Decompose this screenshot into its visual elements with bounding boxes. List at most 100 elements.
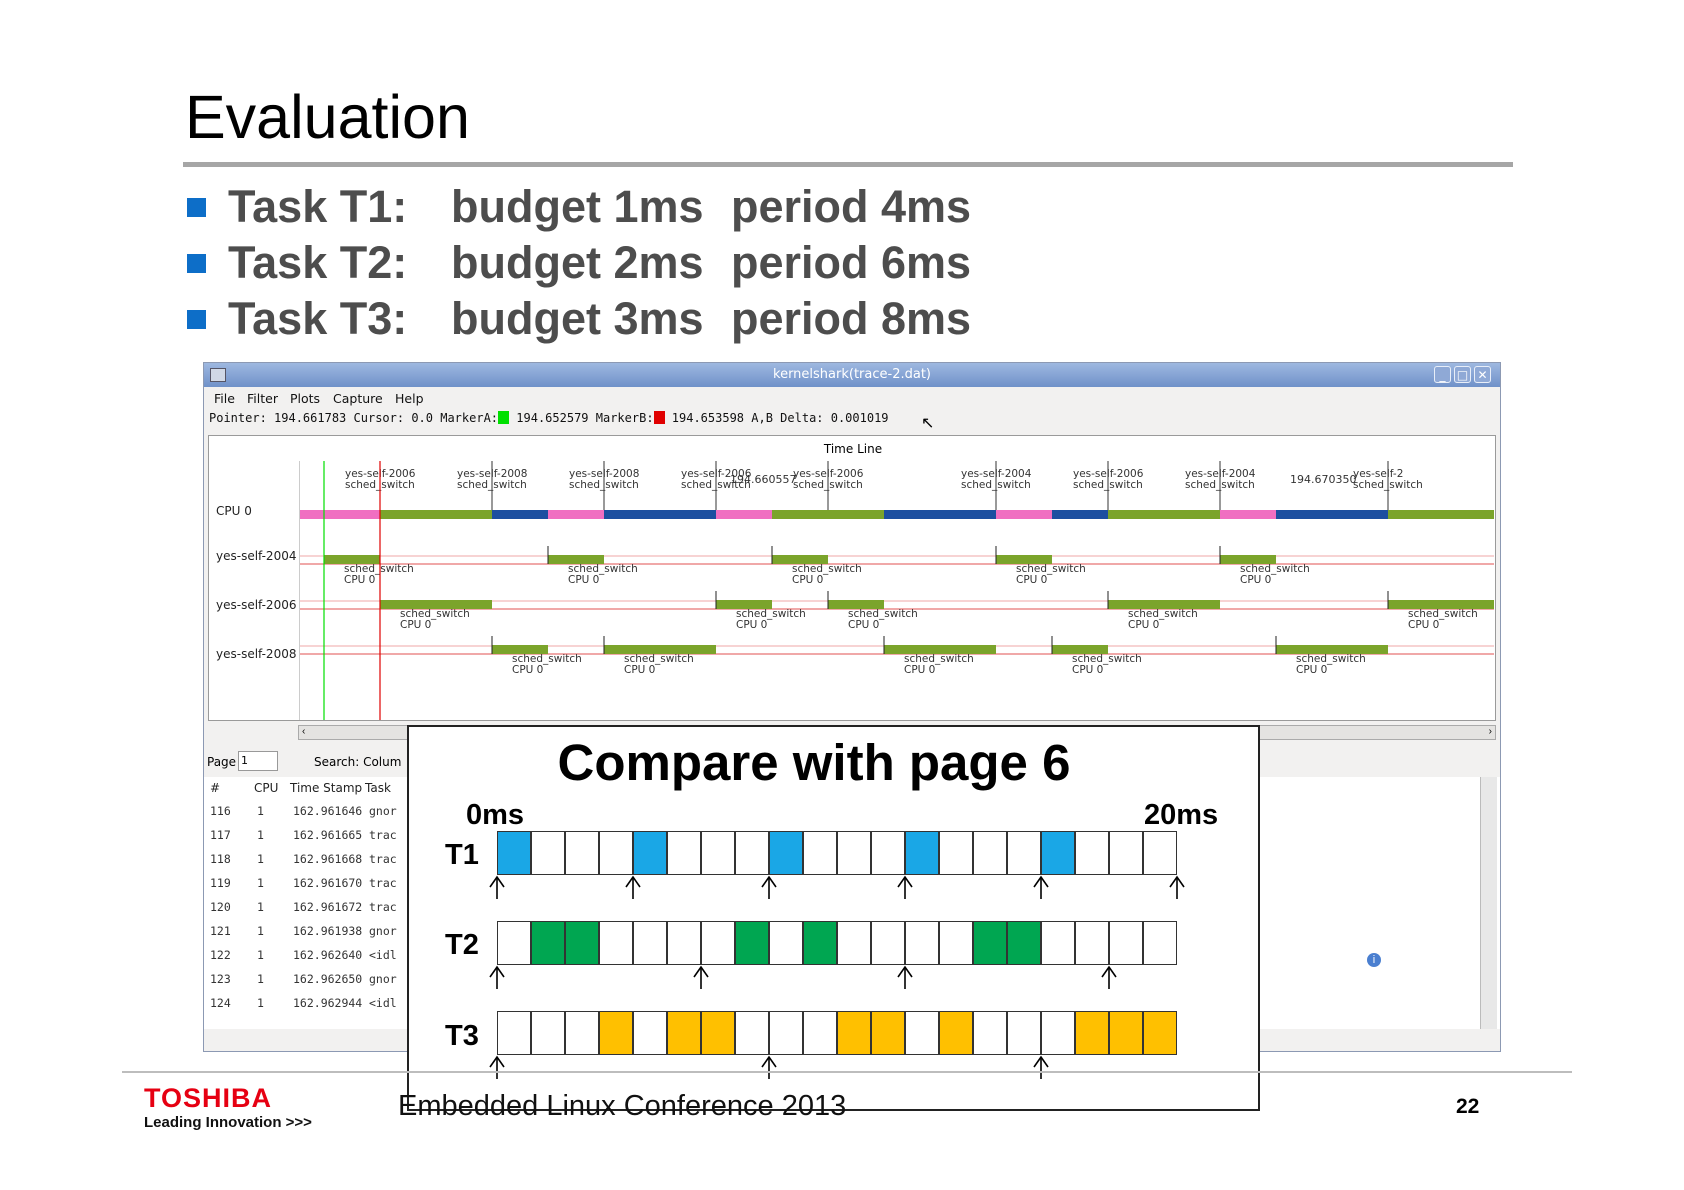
table-row[interactable]: 121 1 162.961938 gnor — [204, 919, 404, 943]
task-event-name: sched_switch — [400, 608, 470, 620]
slot-cell — [565, 1011, 599, 1055]
marker-a-label: MarkerA: — [440, 411, 499, 425]
tagline: Leading Innovation >>> — [144, 1114, 312, 1131]
slot-cell — [633, 1011, 667, 1055]
task-event-cpu: CPU 0 — [848, 619, 879, 631]
cpu0-segment — [1052, 510, 1108, 519]
cell-cpu: 1 — [257, 948, 264, 962]
task-event-name: sched_switch — [1296, 653, 1366, 665]
task-run-bar — [884, 645, 996, 654]
slot-cell — [769, 921, 803, 965]
page-spinbox[interactable]: 1 — [238, 751, 278, 771]
table-row[interactable]: 117 1 162.961665 trac — [204, 823, 404, 847]
task-event-name: sched_switch — [1128, 608, 1198, 620]
cell-cpu: 1 — [257, 876, 264, 890]
menu-plots[interactable]: Plots — [290, 391, 321, 406]
column-header-number[interactable]: # — [210, 781, 221, 795]
cpu0-segment — [548, 510, 604, 519]
close-icon[interactable]: ✕ — [1474, 366, 1491, 383]
task-event-cpu: CPU 0 — [736, 619, 767, 631]
comparison-box: Compare with page 6 0ms 20ms T1 T2 T3 — [407, 725, 1260, 1111]
cpu0-segment — [380, 510, 492, 519]
bullet-task: Task T3: — [228, 293, 408, 344]
bullet-period: period 6ms — [731, 237, 972, 288]
menu-help[interactable]: Help — [395, 391, 424, 406]
cell-ts: 162.961938 — [293, 924, 363, 938]
slot-cell — [599, 1011, 633, 1055]
slot-cell — [939, 921, 973, 965]
slot-cell — [1007, 1011, 1041, 1055]
maximize-icon[interactable]: □ — [1454, 366, 1471, 383]
table-row[interactable]: 123 1 162.962650 gnor — [204, 967, 404, 991]
cell-ts: 162.961646 — [293, 804, 363, 818]
task-run-bar — [1052, 645, 1108, 654]
cell-n: 119 — [210, 876, 231, 890]
cell-n: 116 — [210, 804, 231, 818]
task-event-cpu: CPU 0 — [1240, 574, 1271, 586]
slot-cell — [1109, 1011, 1143, 1055]
table-row[interactable]: 116 1 162.961646 gnor — [204, 799, 404, 823]
task-event-cpu: CPU 0 — [1128, 619, 1159, 631]
menu-capture[interactable]: Capture — [333, 391, 383, 406]
menubar: File Filter Plots Capture Help — [204, 387, 1500, 409]
column-header-task[interactable]: Task — [365, 781, 391, 795]
slot-cell — [599, 831, 633, 875]
release-arrow-icon — [761, 875, 777, 899]
scroll-right-icon[interactable]: › — [1488, 726, 1492, 737]
task-event-name: sched_switch — [1072, 653, 1142, 665]
table-row[interactable]: 120 1 162.961672 trac — [204, 895, 404, 919]
task-event-name: sched_switch — [568, 563, 638, 575]
bullet-task-t2: Task T2: budget 2ms period 6ms — [187, 237, 1187, 289]
vertical-scrollbar[interactable] — [1480, 777, 1497, 1029]
slot-cell — [1007, 921, 1041, 965]
slot-cell — [667, 831, 701, 875]
cell-task: gnor — [369, 924, 397, 938]
task-event-cpu: CPU 0 — [400, 619, 431, 631]
marker-b-label: MarkerB: — [595, 411, 654, 425]
window-titlebar[interactable]: kernelshark(trace-2.dat) _ □ ✕ — [204, 363, 1500, 387]
menu-file[interactable]: File — [214, 391, 235, 406]
search-label: Search: Colum — [314, 755, 402, 769]
scroll-left-icon[interactable]: ‹ — [302, 726, 306, 737]
table-row[interactable]: 124 1 162.962944 <idl — [204, 991, 404, 1015]
slot-cell — [565, 831, 599, 875]
app-icon[interactable] — [210, 368, 226, 382]
column-header-cpu[interactable]: CPU — [254, 781, 279, 795]
release-arrow-icon — [625, 875, 641, 899]
minimize-icon[interactable]: _ — [1434, 366, 1451, 383]
bullet-period: period 8ms — [731, 293, 972, 344]
cell-n: 122 — [210, 948, 231, 962]
slot-cell — [803, 831, 837, 875]
trace-graph[interactable]: Time Line CPU 0 yes-self-2004 yes-self-2… — [208, 435, 1496, 721]
table-row[interactable]: 119 1 162.961670 trac — [204, 871, 404, 895]
delta-value: A,B Delta: 0.001019 — [751, 411, 889, 425]
task-run-bar — [1276, 645, 1388, 654]
bullet-budget: budget 1ms — [451, 181, 704, 232]
cpu0-event-task: yes-self-2 — [1353, 468, 1403, 480]
slot-cell — [905, 1011, 939, 1055]
table-row[interactable]: 122 1 162.962640 <idl — [204, 943, 404, 967]
release-arrow-icon — [1033, 875, 1049, 899]
bullet-task-t3: Task T3: budget 3ms period 8ms — [187, 293, 1187, 345]
task-run-bar — [548, 555, 604, 564]
trace-plot[interactable]: yes-self-2006sched_switchyes-self-2008sc… — [300, 461, 1494, 720]
release-arrow-icon — [1101, 965, 1117, 989]
cell-cpu: 1 — [257, 828, 264, 842]
slot-cell — [667, 921, 701, 965]
table-row[interactable]: 118 1 162.961668 trac — [204, 847, 404, 871]
cell-ts: 162.961665 — [293, 828, 363, 842]
task-run-bar — [996, 555, 1052, 564]
slot-cell — [531, 831, 565, 875]
menu-filter[interactable]: Filter — [247, 391, 278, 406]
slide-title: Evaluation — [185, 83, 470, 151]
marker-b-swatch — [653, 411, 665, 424]
task-event-cpu: CPU 0 — [904, 664, 935, 676]
column-header-timestamp[interactable]: Time Stamp — [290, 781, 363, 795]
task-event-name: sched_switch — [1240, 563, 1310, 575]
release-arrow-icon — [489, 1055, 505, 1079]
graph-separator — [299, 461, 300, 720]
cpu0-segment — [884, 510, 996, 519]
pointer-value: Pointer: 194.661783 — [209, 411, 347, 425]
slot-cell — [973, 921, 1007, 965]
cpu0-segment — [828, 510, 884, 519]
